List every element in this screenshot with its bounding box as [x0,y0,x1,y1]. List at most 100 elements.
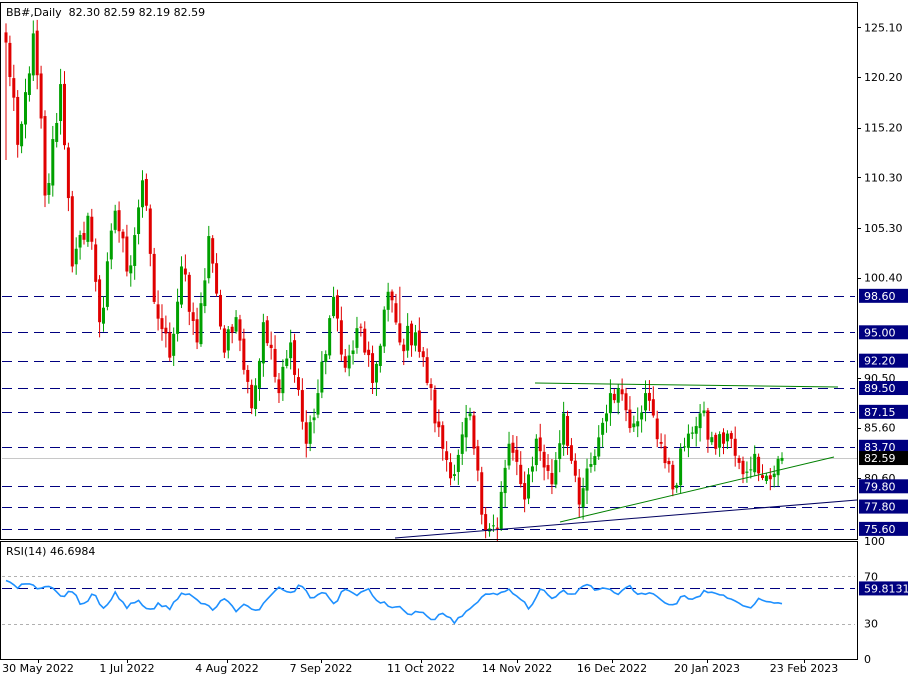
candle-body [683,446,687,448]
level-tag [859,381,908,396]
candle-body [671,464,675,490]
candle-body [378,345,382,366]
candle [304,410,308,458]
candle-body [566,416,570,446]
current-price-label: 82.59 [864,452,896,465]
candle-body [698,413,702,429]
price-tick-label: 125.10 [864,21,903,34]
candle-body [285,358,289,366]
candle-body [554,460,558,485]
candle-body [780,457,784,461]
ohlc-readout: 82.30 82.59 82.19 82.59 [68,6,206,19]
candle [386,282,390,322]
candle-body [636,421,640,427]
candle-body [616,388,620,403]
price-pane [2,19,858,541]
rsi-line [5,579,783,625]
candle [359,323,363,337]
candle [218,289,222,330]
candle-body [675,485,679,489]
x-tick-label: 23 Feb 2023 [770,662,838,675]
candle [702,401,706,417]
level-tag-label: 75.60 [864,523,896,536]
candle-body [655,418,659,440]
candle-body [620,389,624,395]
candle [745,461,749,483]
candle-body [581,488,585,508]
x-tick-label: 7 Sep 2022 [290,662,353,675]
candle [612,388,616,404]
candle [39,65,43,129]
candle-body [725,433,729,442]
candle-body [421,351,425,358]
candle-body [172,333,176,356]
candle-body [230,326,234,333]
candle [460,421,464,465]
candle-body [597,437,601,457]
candle-body [74,248,78,265]
candle-body [86,215,90,242]
candle-body [328,318,332,356]
candle-body [117,210,121,232]
candle-body [644,393,648,411]
candle-body [374,363,378,383]
candle-body [601,422,605,435]
candle [663,434,667,469]
candle [406,313,410,358]
candle-body [62,83,66,146]
candle [179,256,183,309]
candle-body [8,42,12,77]
price-tick-label: 120.20 [864,71,903,84]
candle-body [718,434,722,448]
candle-body [281,366,285,394]
candle-body [250,384,254,409]
candle-body [702,410,706,414]
candle [686,424,690,458]
candle [698,404,702,442]
candle-body [293,340,297,375]
candle [710,431,714,445]
candle [199,292,203,347]
candle-body [562,413,566,445]
candle-body [441,425,445,449]
candle [394,293,398,325]
candle-body [449,462,453,479]
candle [31,20,35,82]
candle [764,472,768,485]
candle-body [176,301,180,334]
candle-body [491,525,495,527]
candle-body [242,338,246,370]
candle [538,423,542,461]
candle [367,341,371,367]
candle-body [546,465,550,471]
candle [421,346,425,367]
candle [215,253,219,297]
candle [402,338,406,366]
candle [172,327,176,366]
candle [203,268,207,314]
candle [417,317,421,358]
candle-body [511,442,515,453]
candle [164,315,168,348]
candle-body [690,432,694,434]
candle-body [437,421,441,428]
candle [737,455,741,470]
candle [371,345,375,395]
candle-body [714,434,718,449]
candle [725,430,729,450]
candle [355,316,359,354]
candle [671,460,675,497]
candle-body [722,432,726,444]
candle-body [612,393,616,401]
candle [101,296,105,332]
candle-body [382,309,386,347]
candle [647,380,651,412]
rsi-current-tag [859,581,908,596]
level-tag-label: 77.80 [864,501,896,514]
candle-body [593,456,597,465]
price-tick-label: 110.30 [864,171,903,184]
candle [254,378,258,417]
candle [47,173,51,204]
candle-body [503,467,507,494]
candle [390,289,394,313]
